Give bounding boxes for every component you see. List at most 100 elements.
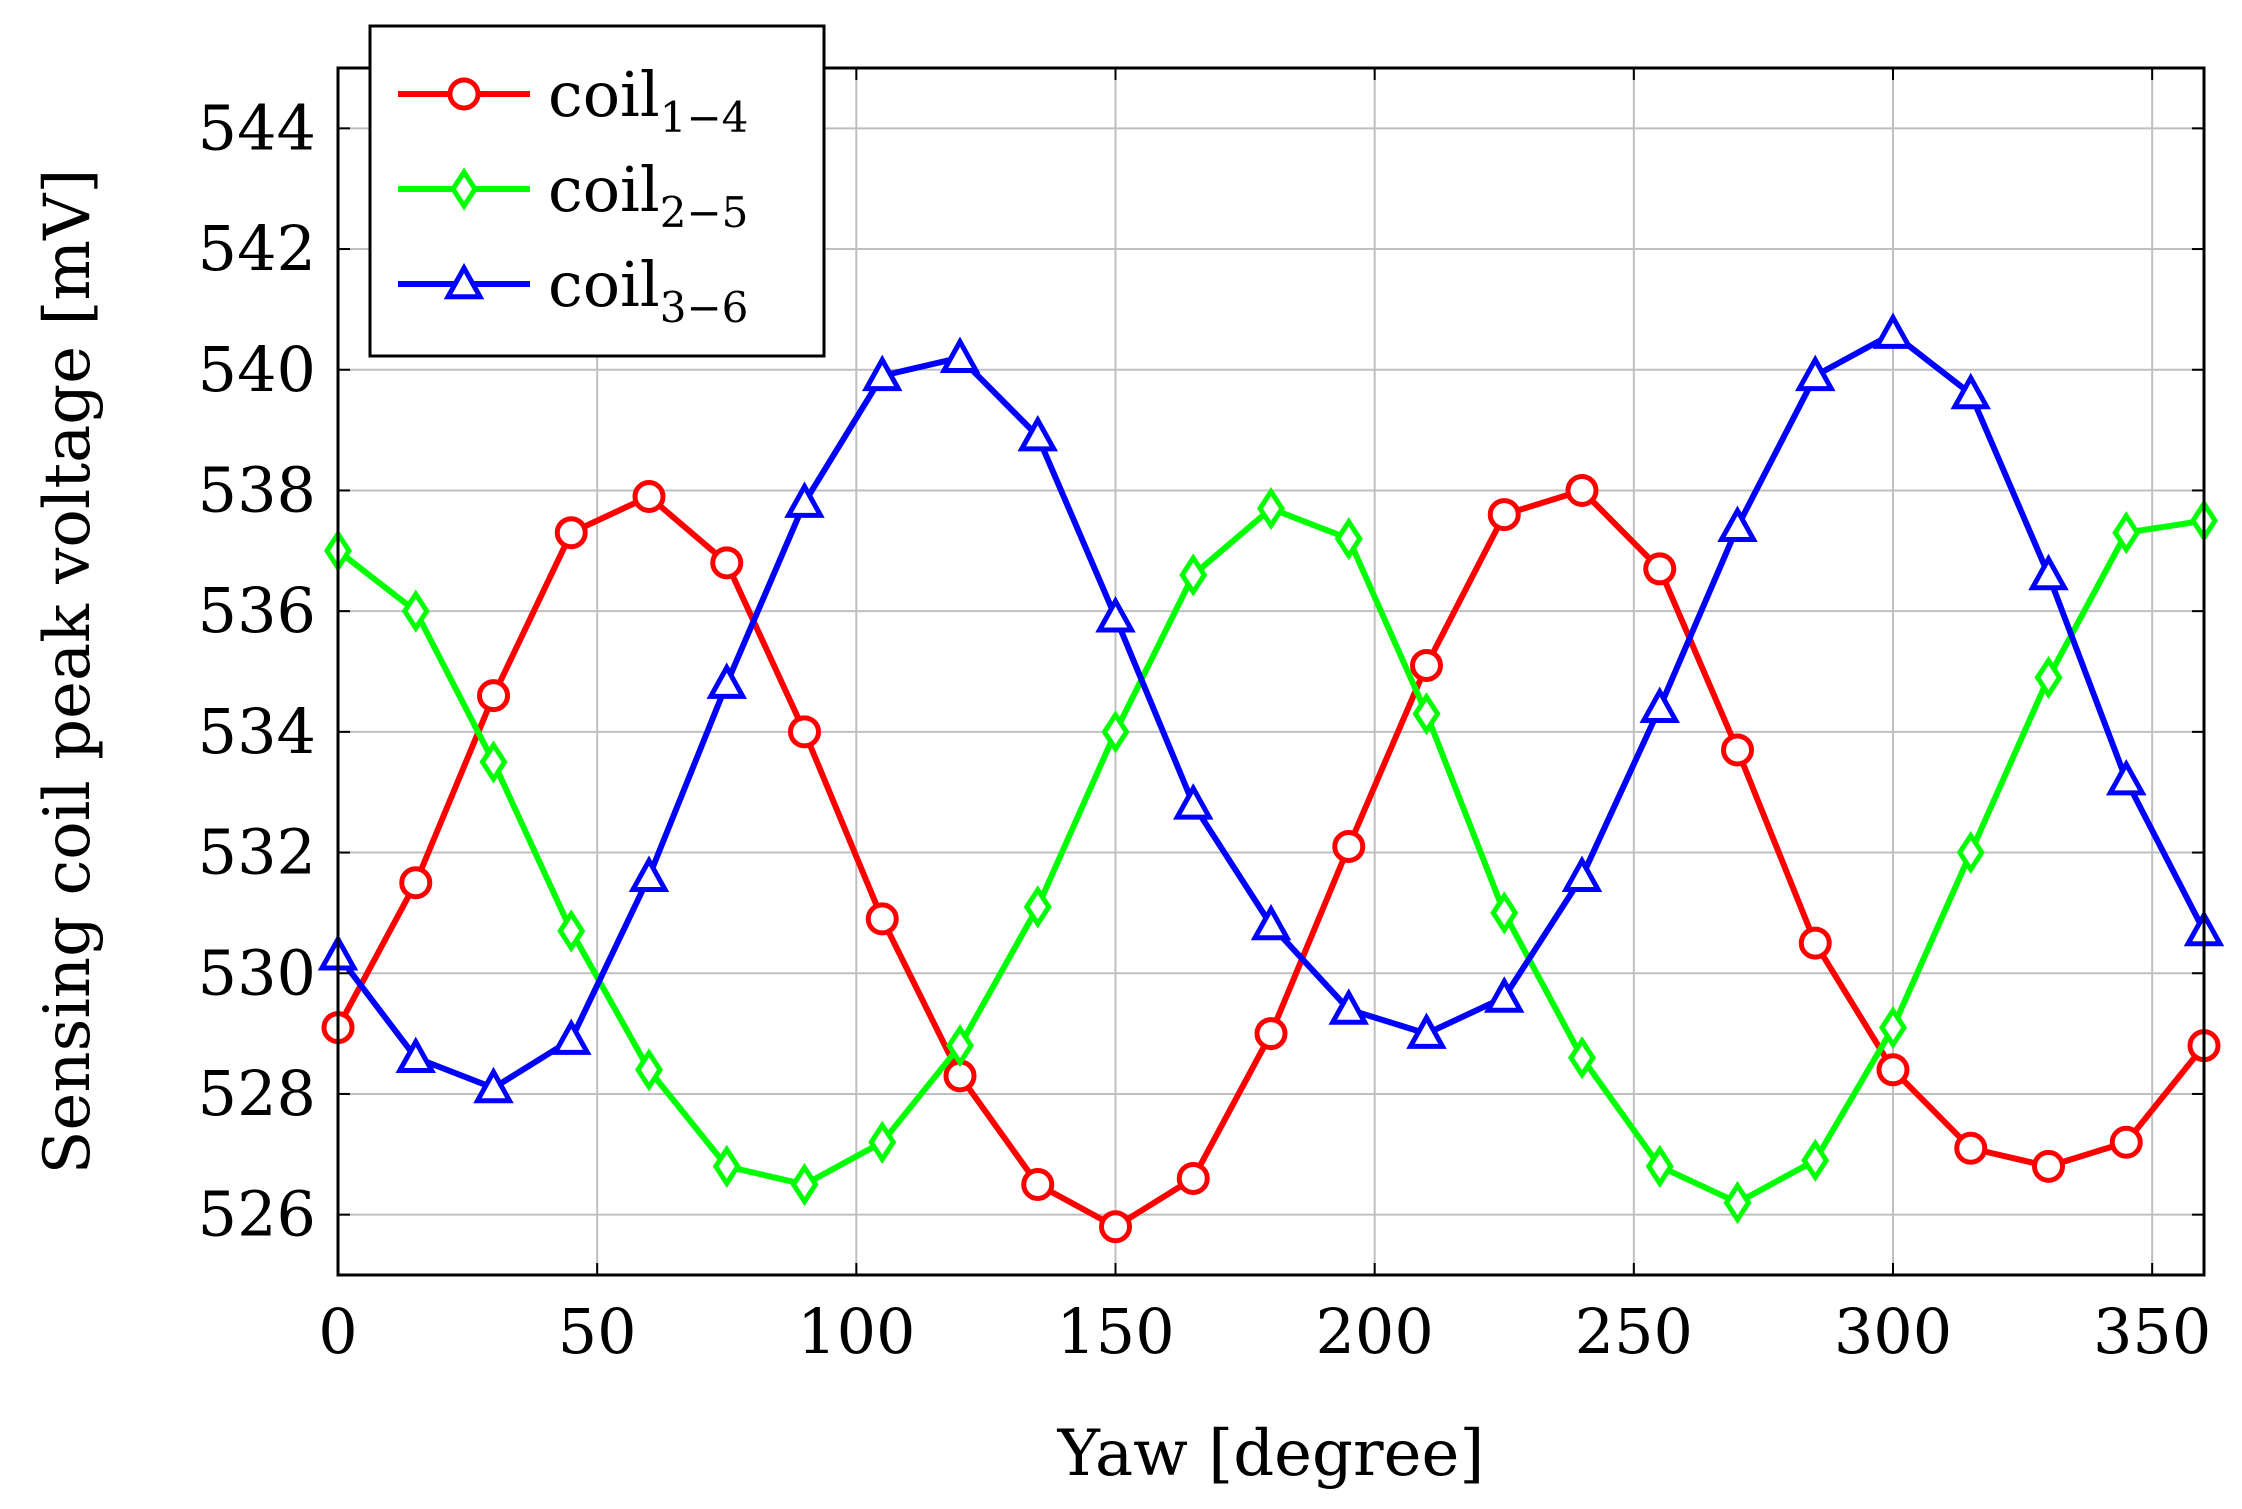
data-point (2032, 1149, 2065, 1183)
data-point (1410, 648, 1443, 682)
data-point (473, 1066, 514, 1104)
data-point (1328, 988, 1369, 1025)
data-point (1257, 486, 1285, 531)
x-tick-label: 250 (1575, 1295, 1693, 1368)
x-tick-label: 0 (318, 1295, 357, 1368)
x-tick-label: 350 (2093, 1295, 2211, 1368)
data-point (1406, 1012, 1447, 1049)
plot-frame (336, 66, 2206, 1277)
x-tick-label: 300 (1834, 1295, 1952, 1368)
data-point (1723, 1180, 1752, 1225)
data-point (1561, 855, 1603, 892)
data-point (1254, 1017, 1288, 1051)
data-point (1095, 596, 1136, 633)
data-point (1332, 830, 1366, 864)
data-point (1879, 1005, 1907, 1050)
data-point (1643, 552, 1677, 586)
data-point (2034, 655, 2063, 700)
data-point (2106, 758, 2147, 796)
legend-label: coil2−5 (548, 153, 748, 237)
x-axis-label: Yaw [degree] (1057, 1417, 1485, 1491)
data-point (401, 589, 430, 633)
y-tick-label: 530 (198, 936, 316, 1009)
data-point (1876, 1053, 1910, 1087)
x-tick-label: 200 (1315, 1295, 1433, 1368)
data-point (1872, 312, 1914, 349)
data-point (1490, 891, 1519, 935)
data-point (788, 715, 821, 749)
series-3 (317, 312, 2225, 1104)
data-point (447, 77, 481, 111)
data-point (628, 855, 670, 892)
y-axis-label: Sensing coil peak voltage [mV] (31, 169, 105, 1175)
series-1 (321, 473, 2221, 1244)
data-point (2109, 1125, 2143, 1159)
data-point (1568, 1036, 1596, 1080)
data-point (712, 1144, 741, 1188)
y-tick-label: 536 (198, 574, 316, 647)
data-point (1179, 553, 1208, 597)
data-point (1801, 1138, 1830, 1182)
series-group (317, 312, 2225, 1244)
y-tick-label: 528 (198, 1057, 316, 1130)
y-tick-label: 542 (198, 212, 316, 285)
legend-item: coil3−6 (398, 248, 748, 332)
data-point (946, 1024, 974, 1068)
data-point (554, 516, 588, 550)
data-point (1173, 783, 1214, 820)
y-tick-label: 532 (198, 816, 316, 889)
y-tick-label: 526 (198, 1178, 316, 1251)
data-point (790, 1162, 819, 1207)
legend-label: coil3−6 (548, 248, 748, 332)
data-point (551, 1018, 592, 1055)
data-point (1099, 1210, 1132, 1244)
data-point (2112, 511, 2141, 555)
y-tick-label: 538 (198, 453, 316, 526)
data-point (477, 679, 510, 713)
data-point (1334, 517, 1363, 561)
data-point (395, 1036, 436, 1074)
x-tick-label: 100 (797, 1295, 915, 1368)
legend: coil1−4 coil2−5 coil3−6 (368, 24, 826, 358)
data-point (1954, 1131, 1988, 1165)
data-point (1950, 372, 1991, 410)
data-point (1101, 710, 1130, 754)
x-tick-label: 50 (558, 1295, 637, 1368)
ticks: 0 50 100 150 200 250 300 350 526 528 530 532 534 536 5… (198, 68, 2211, 1368)
y-tick-label: 540 (198, 333, 316, 406)
data-point (450, 167, 478, 211)
data-point (1017, 414, 1058, 452)
series-2 (324, 486, 2218, 1225)
data-point (865, 902, 899, 936)
legend-item: coil1−4 (398, 58, 748, 142)
data-point (1484, 976, 1525, 1013)
data-point (1023, 885, 1052, 929)
data-point (1639, 686, 1680, 724)
data-point (443, 262, 485, 300)
data-point (399, 866, 433, 900)
data-point (479, 740, 508, 784)
x-tick-label: 150 (1056, 1295, 1174, 1368)
data-point (557, 909, 586, 953)
data-point (635, 1048, 663, 1092)
data-point (1795, 354, 1836, 392)
data-point (1956, 830, 1985, 875)
data-point (1645, 1144, 1674, 1188)
data-point (1487, 498, 1521, 532)
data-point (1412, 692, 1441, 736)
data-point (2028, 553, 2069, 591)
data-point (1717, 505, 1758, 542)
legend-item: coil2−5 (398, 153, 748, 237)
data-point (1250, 903, 1292, 941)
data-point (784, 481, 825, 518)
y-tick-label: 544 (198, 91, 316, 164)
data-point (1798, 926, 1832, 960)
data-point (710, 546, 744, 580)
y-tick-label: 534 (198, 695, 316, 768)
data-point (1176, 1161, 1210, 1195)
data-point (1565, 473, 1599, 507)
grid (337, 68, 2204, 1275)
data-point (632, 479, 666, 513)
